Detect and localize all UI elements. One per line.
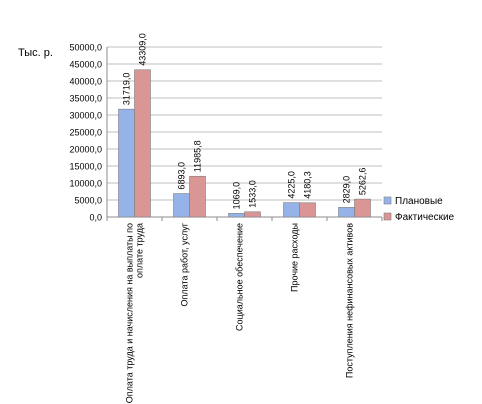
y-tick-label: 5000,0 [74, 196, 102, 206]
category-label: Поступления нефинансовых активов [345, 223, 355, 378]
y-tick-label: 25000,0 [69, 128, 102, 138]
data-label: 4180,3 [303, 171, 313, 199]
y-tick-label: 45000,0 [69, 60, 102, 70]
category-label: Прочие расходы [290, 223, 300, 292]
y-tick-label: 50000,0 [69, 43, 102, 53]
y-tick-label: 20000,0 [69, 145, 102, 155]
y-unit-label: Тыс. р. [18, 47, 53, 59]
category-label: Оплата труда и начисления на выплаты по [125, 223, 135, 403]
data-label: 1069,0 [232, 182, 242, 210]
data-label: 6893,0 [177, 162, 187, 190]
category-label: Социальное обеспечение [235, 223, 245, 331]
legend-swatch [383, 196, 392, 205]
data-label: 5262,6 [358, 168, 368, 196]
y-tick-label: 40000,0 [69, 77, 102, 87]
bar-actual [244, 211, 261, 218]
bar-actual [299, 202, 316, 218]
category-label: Оплата работ, услуг [180, 222, 190, 306]
data-label: 4225,0 [287, 171, 297, 199]
legend-label: Плановые [395, 196, 443, 207]
y-tick-label: 0,0 [89, 213, 102, 223]
legend-label: Фактические [395, 212, 455, 223]
data-label: 1533,0 [248, 180, 258, 208]
bar-actual [354, 198, 371, 218]
y-tick-label: 30000,0 [69, 111, 102, 121]
data-label: 43309,0 [138, 33, 148, 66]
data-label: 11985,8 [193, 140, 203, 172]
bar-planned [338, 207, 355, 218]
category-label: оплате труда [135, 223, 145, 278]
legend-swatch [383, 212, 392, 221]
bar-planned [118, 108, 135, 218]
bar-actual [189, 175, 206, 218]
y-tick-label: 15000,0 [69, 162, 102, 172]
bar-actual [134, 69, 151, 218]
y-tick-label: 10000,0 [69, 179, 102, 189]
y-tick-label: 35000,0 [69, 94, 102, 104]
bar-planned [283, 202, 300, 218]
bar-planned [228, 213, 245, 218]
data-label: 2829,0 [342, 176, 352, 204]
bar-planned [173, 193, 190, 218]
data-label: 31719,0 [122, 73, 132, 106]
